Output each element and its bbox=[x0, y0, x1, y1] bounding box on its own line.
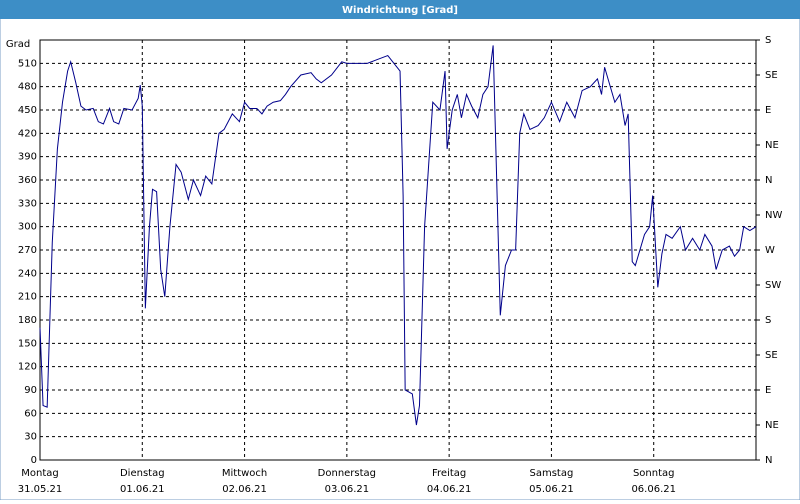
y-tick-label: 480 bbox=[18, 82, 37, 93]
y-tick-label: 270 bbox=[18, 245, 37, 256]
y-tick-label: 60 bbox=[24, 408, 37, 419]
x-tick-date: 06.06.21 bbox=[631, 484, 676, 495]
x-tick-label: Mittwoch bbox=[222, 468, 267, 479]
y-tick-label: 360 bbox=[18, 175, 37, 186]
y-tick-label: 300 bbox=[18, 222, 37, 233]
y-tick-label: 420 bbox=[18, 128, 37, 139]
y2-tick-label: N bbox=[765, 175, 772, 186]
y2-tick-label: S bbox=[765, 35, 771, 46]
y2-tick-label: SE bbox=[765, 70, 778, 81]
x-tick-date: 02.06.21 bbox=[222, 484, 267, 495]
y-tick-label: 510 bbox=[18, 58, 37, 69]
y2-tick-label: NW bbox=[765, 210, 782, 221]
y-tick-label: 120 bbox=[18, 362, 37, 373]
x-tick-date: 31.05.21 bbox=[18, 484, 63, 495]
y2-tick-label: E bbox=[765, 385, 771, 396]
y2-tick-label: SW bbox=[765, 280, 781, 291]
y2-tick-label: NE bbox=[765, 140, 779, 151]
x-tick-label: Samstag bbox=[530, 468, 574, 479]
x-tick-label: Freitag bbox=[432, 468, 466, 479]
y-tick-label: 90 bbox=[24, 385, 37, 396]
y2-tick-label: W bbox=[765, 245, 775, 256]
y-tick-label: 210 bbox=[18, 292, 37, 303]
y-tick-label: 150 bbox=[18, 338, 37, 349]
y-tick-label: 0 bbox=[31, 455, 37, 466]
data-line bbox=[39, 45, 757, 426]
y-tick-label: 240 bbox=[18, 268, 37, 279]
x-tick-label: Dienstag bbox=[120, 468, 165, 479]
y-tick-label: 180 bbox=[18, 315, 37, 326]
x-tick-date: 01.06.21 bbox=[120, 484, 165, 495]
x-tick-label: Sonntag bbox=[633, 468, 675, 479]
x-tick-date: 05.06.21 bbox=[529, 484, 574, 495]
y2-tick-label: N bbox=[765, 455, 772, 466]
window-title: Windrichtung [Grad] bbox=[342, 5, 458, 16]
x-tick-label: Montag bbox=[21, 468, 58, 479]
x-tick-date: 03.06.21 bbox=[325, 484, 370, 495]
x-tick-date: 04.06.21 bbox=[427, 484, 472, 495]
y2-tick-label: NE bbox=[765, 420, 779, 431]
y2-tick-label: E bbox=[765, 105, 771, 116]
y2-tick-label: SE bbox=[765, 350, 778, 361]
y-tick-label: 390 bbox=[18, 152, 37, 163]
y2-tick-label: S bbox=[765, 315, 771, 326]
x-tick-label: Donnerstag bbox=[318, 468, 376, 479]
y-tick-label: 30 bbox=[24, 432, 37, 443]
title-bar bbox=[0, 0, 800, 19]
y-axis-label: Grad bbox=[6, 39, 30, 50]
y-tick-label: 450 bbox=[18, 105, 37, 116]
y-tick-label: 330 bbox=[18, 198, 37, 209]
